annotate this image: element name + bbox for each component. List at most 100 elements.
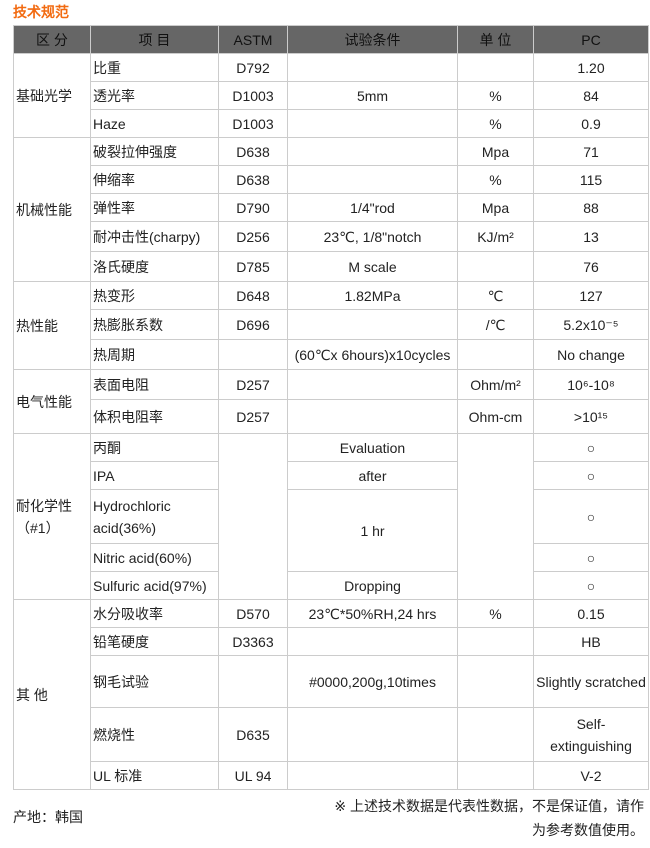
table-row: Hydrochloric acid(36%) 1 hr ○ — [14, 489, 649, 572]
unit-cell: % — [457, 165, 534, 194]
value-cell: >10¹⁵ — [533, 399, 649, 434]
table-row: IPA after ○ — [14, 461, 649, 490]
item-cell: Nitric acid(60%) — [90, 543, 219, 572]
astm-cell: UL 94 — [218, 761, 288, 790]
item-cell: 比重 — [90, 53, 219, 82]
astm-cell: D648 — [218, 281, 288, 310]
condition-cell — [287, 369, 458, 400]
item-cell: 燃烧性 — [90, 707, 219, 762]
value-cell: HB — [533, 627, 649, 656]
table-row: 钢毛试验 #0000,200g,10times Slightly scratched — [14, 655, 649, 708]
astm-cell: D257 — [218, 369, 288, 400]
value-cell: Slightly scratched — [533, 655, 649, 708]
astm-cell: D256 — [218, 221, 288, 252]
value-cell: 71 — [533, 137, 649, 166]
item-cell: 表面电阻 — [90, 369, 219, 400]
item-cell: 耐冲击性(charpy) — [90, 221, 219, 252]
item-cell: UL 标准 — [90, 761, 219, 790]
condition-cell — [287, 165, 458, 194]
category-cell: 其 他 — [13, 599, 91, 790]
condition-cell: 1.82MPa — [287, 281, 458, 310]
unit-cell: Mpa — [457, 193, 534, 222]
value-cell: 1.20 — [533, 53, 649, 82]
value-cell: 0.9 — [533, 109, 649, 138]
value-cell: ○ — [533, 433, 649, 462]
unit-cell — [457, 627, 534, 656]
unit-cell — [457, 761, 534, 790]
item-cell: 铅笔硬度 — [90, 627, 219, 656]
value-cell: 10⁶-10⁸ — [533, 369, 649, 400]
unit-cell — [457, 433, 534, 600]
header-astm: ASTM — [218, 25, 288, 54]
table-row: 耐冲击性(charpy) D256 23℃, 1/8"notch KJ/m² 13 — [14, 221, 649, 252]
table-row: 机械性能 破裂拉伸强度 D638 Mpa 71 — [13, 137, 649, 282]
value-cell: Self-extinguishing — [533, 707, 649, 762]
value-cell: ○ — [533, 571, 649, 600]
item-cell: Hydrochloric acid(36%) — [90, 489, 219, 544]
astm-cell — [218, 339, 288, 370]
header-row: 区 分 项 目 ASTM 试验条件 单 位 PC — [13, 25, 649, 54]
item-cell: 丙酮 — [90, 433, 219, 462]
condition-cell: 23℃*50%RH,24 hrs — [287, 599, 458, 628]
category-cell: 电气性能 — [13, 369, 91, 434]
condition-cell: #0000,200g,10times — [287, 655, 458, 708]
section-title: 技术规范 — [13, 4, 69, 20]
table-row: 电气性能 表面电阻 D257 Ohm/m² 10⁶-10⁸ — [13, 369, 649, 434]
condition-cell: M scale — [287, 251, 458, 282]
unit-cell — [457, 339, 534, 370]
table-row: Sulfuric acid(97%) Dropping ○ — [14, 571, 649, 600]
category-cell: 基础光学 — [13, 53, 91, 138]
unit-cell: KJ/m² — [457, 221, 534, 252]
header-value: PC — [533, 25, 649, 54]
astm-cell: D638 — [218, 137, 288, 166]
item-cell: 弹性率 — [90, 193, 219, 222]
item-cell: Haze — [90, 109, 219, 138]
value-cell: ○ — [533, 461, 649, 490]
value-cell: 127 — [533, 281, 649, 310]
item-cell: 透光率 — [90, 81, 219, 110]
table-row: 洛氏硬度 D785 M scale 76 — [14, 251, 649, 282]
table-row: 伸缩率 D638% 115 — [14, 165, 649, 194]
unit-cell: Ohm-cm — [457, 399, 534, 434]
unit-cell: ℃ — [457, 281, 534, 310]
category-cell: 热性能 — [13, 281, 91, 370]
table-row: 热膨胀系数 D696 /℃ 5.2x10⁻⁵ — [14, 309, 649, 340]
condition-cell — [287, 137, 458, 166]
table-row: 弹性率 D790 1/4"rod Mpa 88 — [14, 193, 649, 222]
item-cell: Sulfuric acid(97%) — [90, 571, 219, 600]
astm-cell: D785 — [218, 251, 288, 282]
value-cell: 115 — [533, 165, 649, 194]
item-cell: 洛氏硬度 — [90, 251, 219, 282]
value-cell: 84 — [533, 81, 649, 110]
table-row: 体积电阻率 D257 Ohm-cm >10¹⁵ — [14, 399, 649, 434]
category-cell: 机械性能 — [13, 137, 91, 282]
astm-cell: D3363 — [218, 627, 288, 656]
table-row: 其 他水分吸收率 D570 23℃*50%RH,24 hrs% 0.15 — [13, 599, 649, 790]
condition-cell — [287, 761, 458, 790]
spec-table: 区 分 项 目 ASTM 试验条件 单 位 PC 基础光学 比重 D792 1.20 透… — [13, 25, 649, 790]
condition-cell: 1/4"rod — [287, 193, 458, 222]
unit-cell: % — [457, 109, 534, 138]
item-cell: 钢毛试验 — [90, 655, 219, 708]
item-cell: 体积电阻率 — [90, 399, 219, 434]
item-cell: 水分吸收率 — [90, 599, 219, 628]
unit-cell: /℃ — [457, 309, 534, 340]
table-row: Nitric acid(60%) ○ — [14, 543, 649, 572]
condition-cell — [287, 627, 458, 656]
condition-cell: 5mm — [287, 81, 458, 110]
condition-cell: Evaluation — [287, 433, 458, 462]
footer: 产地：韩国 ※ 上述技术数据是代表性数据，不是保证值，请作为参考数值使用。 — [13, 794, 648, 842]
astm-cell: D638 — [218, 165, 288, 194]
table-row: 铅笔硬度 D3363 HB — [14, 627, 649, 656]
astm-cell — [218, 433, 288, 600]
condition-cell — [287, 399, 458, 434]
unit-cell: % — [457, 81, 534, 110]
astm-cell: D257 — [218, 399, 288, 434]
value-cell: V-2 — [533, 761, 649, 790]
value-cell: No change — [533, 339, 649, 370]
unit-cell: Ohm/m² — [457, 369, 534, 400]
astm-cell — [218, 655, 288, 708]
table-row: 基础光学 比重 D792 1.20 — [13, 53, 649, 138]
category-cell: 耐化学性（#1） — [13, 433, 91, 600]
